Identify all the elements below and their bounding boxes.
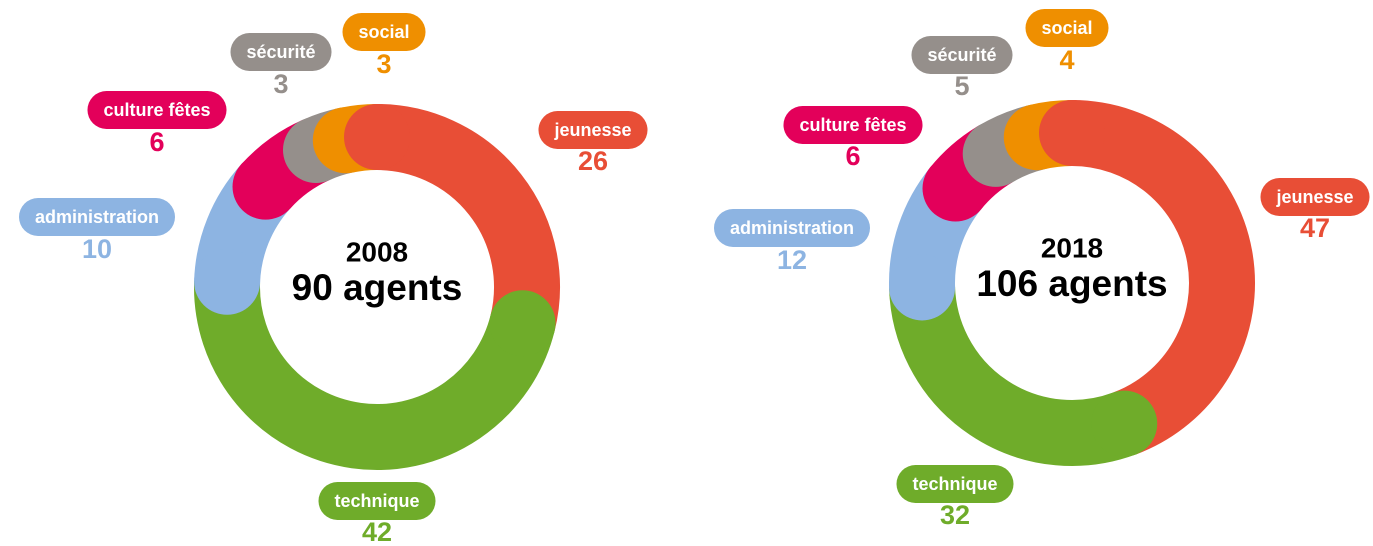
- value-label: 4: [1059, 45, 1074, 75]
- segment-cap: [889, 254, 956, 321]
- label-pill: [1260, 178, 1370, 216]
- segment-cap: [232, 153, 299, 220]
- segment-cap: [489, 290, 556, 357]
- segment-cap: [344, 104, 410, 170]
- category-label: sécurité: [927, 45, 996, 65]
- label-pill: [1025, 9, 1109, 47]
- donut-segment: [376, 104, 560, 332]
- donut-segment: [889, 285, 1136, 466]
- category-label: administration: [35, 207, 159, 227]
- category-label: social: [358, 22, 409, 42]
- center-total: 90 agents: [292, 267, 463, 308]
- value-label: 6: [149, 127, 164, 157]
- value-label: 12: [777, 245, 807, 275]
- label-pill: [87, 91, 227, 129]
- value-label: 32: [940, 500, 970, 530]
- label-pill: [896, 465, 1014, 503]
- category-label: social: [1041, 18, 1092, 38]
- value-label: 3: [273, 69, 288, 99]
- center-year: 2008: [346, 236, 408, 267]
- category-label: jeunesse: [1275, 187, 1353, 207]
- donut-segment: [1071, 100, 1255, 455]
- donut-segment: [194, 280, 555, 470]
- category-label: culture fêtes: [799, 115, 906, 135]
- value-label: 6: [845, 141, 860, 171]
- center-year: 2018: [1041, 232, 1103, 263]
- category-label: jeunesse: [553, 120, 631, 140]
- value-label: 47: [1300, 213, 1330, 243]
- category-label: sécurité: [246, 42, 315, 62]
- category-label: administration: [730, 218, 854, 238]
- label-pill: [318, 482, 436, 520]
- label-pill: [342, 13, 426, 51]
- label-pill: [18, 198, 176, 236]
- segment-cap: [1091, 390, 1158, 457]
- label-pill: [713, 209, 871, 247]
- segment-cap: [1039, 100, 1105, 166]
- label-pill: [783, 106, 923, 144]
- category-label: technique: [334, 491, 419, 511]
- value-label: 26: [578, 146, 608, 176]
- value-label: 42: [362, 517, 392, 546]
- value-label: 10: [82, 234, 112, 264]
- value-label: 3: [376, 49, 391, 79]
- center-total: 106 agents: [976, 263, 1167, 304]
- label-pill: [911, 36, 1013, 74]
- segment-cap: [194, 248, 261, 315]
- value-label: 5: [954, 71, 969, 101]
- label-pill: [538, 111, 648, 149]
- category-label: culture fêtes: [103, 100, 210, 120]
- category-label: technique: [912, 474, 997, 494]
- label-pill: [230, 33, 332, 71]
